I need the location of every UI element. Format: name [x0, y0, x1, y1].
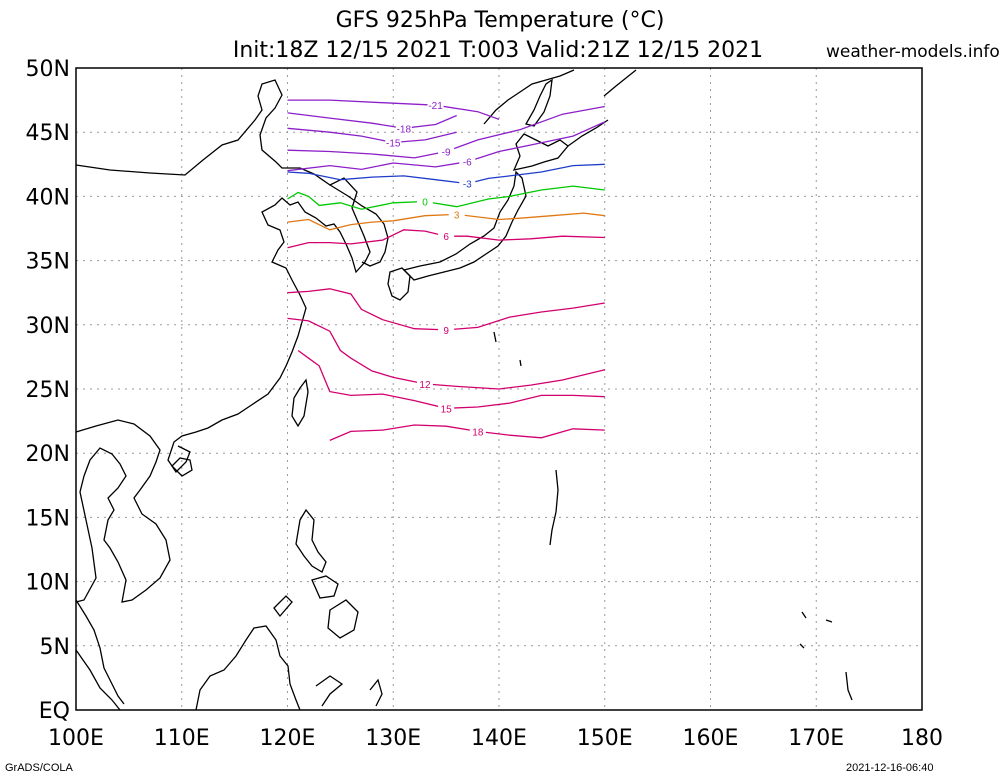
map-frame [75, 67, 923, 711]
isotherm-label: 9 [443, 326, 449, 337]
latitude-label: 50N [26, 57, 70, 82]
isotherm-label-bg [416, 195, 433, 207]
coastline-russia-east [483, 69, 575, 125]
isotherm-label: -21 [428, 101, 443, 112]
latitude-label: 45N [26, 121, 70, 146]
coastline-sulawesi [315, 675, 344, 707]
isotherm-label: 18 [472, 427, 484, 438]
longitude-label: 160E [683, 726, 739, 751]
longitude-labels: 100E 110E 120E 130E 140E 150E 160E 170E 180 [48, 726, 943, 751]
latitude-label: 20N [26, 442, 70, 467]
coastline-sumatra [75, 649, 121, 711]
latitude-label: 25N [26, 378, 70, 403]
coastline-korea [329, 184, 389, 267]
isotherm-label-bg [395, 122, 412, 134]
isotherm-line [287, 317, 605, 390]
coastline-indochina [75, 419, 171, 603]
coastline-hainan [171, 457, 193, 477]
coastline-mindanao [327, 599, 359, 639]
longitude-label: 100E [48, 726, 104, 751]
coastline-halmahera [369, 678, 383, 707]
coastline-kuril [567, 119, 609, 147]
latitude-label: 10N [26, 571, 70, 596]
source-site: weather-models.info [826, 42, 1000, 62]
latitude-label: 35N [26, 250, 70, 275]
coastline-hokkaido [512, 133, 569, 171]
isotherm-label-bg [448, 208, 465, 220]
isotherm-label-bg [385, 136, 402, 148]
coastline-marianas [549, 469, 559, 546]
isotherm-label-bg [427, 99, 444, 111]
latitude-label: EQ [39, 699, 70, 724]
longitude-label: 140E [471, 726, 527, 751]
isotherm-line [297, 349, 605, 409]
latitude-label: 30N [26, 314, 70, 339]
isotherm-label-bg [438, 230, 455, 242]
coastline-mainland [75, 79, 371, 474]
coastline-marshalls [799, 611, 853, 701]
coastline-kamchatka [603, 69, 637, 97]
coastline-taiwan [291, 378, 309, 428]
isotherm-label-bg [459, 155, 476, 167]
coastline-luzon [295, 508, 327, 573]
coastline-visayas [311, 575, 339, 599]
longitude-label: 130E [365, 726, 421, 751]
latitude-label: 40N [26, 185, 70, 210]
coastline-palawan [273, 595, 293, 618]
isotherm-label: 15 [441, 404, 453, 415]
coastline-borneo [195, 625, 301, 711]
isotherm-line [287, 185, 605, 210]
isotherm-line [287, 99, 500, 121]
isotherm-label: -18 [397, 124, 412, 135]
isotherm-label: 3 [454, 210, 460, 221]
render-timestamp: 2021-12-16-06:40 [846, 762, 934, 774]
isotherm-label: -15 [386, 138, 401, 149]
isotherm-label-bg [469, 425, 486, 437]
isotherm-line [287, 112, 457, 129]
isotherm-label-bg [438, 145, 455, 157]
isotherm-label-bg [416, 377, 433, 389]
isotherm-label: 12 [419, 380, 431, 391]
latitude-label: 5N [40, 635, 70, 660]
isotherm-label: -6 [463, 158, 472, 169]
isotherm-line [287, 163, 605, 185]
coastlines [75, 69, 853, 711]
longitude-label: 120E [260, 726, 316, 751]
coastline-kyushu [387, 267, 411, 301]
coastline-honshu [402, 170, 527, 281]
longitude-label: 180 [901, 726, 943, 751]
isotherm-label: 6 [443, 232, 449, 243]
isotherm-label: -3 [463, 180, 472, 191]
longitude-label: 150E [577, 726, 633, 751]
isotherm-label: 0 [422, 198, 428, 209]
isotherm-line [287, 212, 605, 231]
isotherm-line [287, 121, 606, 172]
isotherm-label-bg [438, 323, 455, 335]
graticule [76, 68, 922, 710]
isotherm-line [287, 127, 457, 144]
isotherm-line [287, 288, 605, 331]
isotherm-label: -9 [442, 147, 451, 158]
latitude-label: 15N [26, 506, 70, 531]
credit-grads: GrADS/COLA [5, 762, 73, 774]
latitude-labels: 50N 45N 40N 35N 30N 25N 20N 15N 10N 5N EQ [26, 57, 70, 724]
isotherm-line [329, 424, 605, 441]
coastline-sakhalin [525, 78, 553, 127]
temperature-contours: -21 -18 -15 -9 -6 -3 0 36 9 12 15 18 [287, 99, 606, 441]
isotherm-label-bg [438, 402, 455, 414]
coastline-bonin [493, 331, 522, 367]
isotherm-line [287, 229, 605, 249]
map-subtitle: Init:18Z 12/15 2021 T:003 Valid:21Z 12/1… [232, 38, 764, 63]
map-title: GFS 925hPa Temperature (°C) [335, 8, 665, 33]
longitude-label: 110E [154, 726, 210, 751]
longitude-label: 170E [788, 726, 844, 751]
isotherm-label-bg [459, 177, 476, 189]
coastline-malaya [75, 599, 125, 705]
